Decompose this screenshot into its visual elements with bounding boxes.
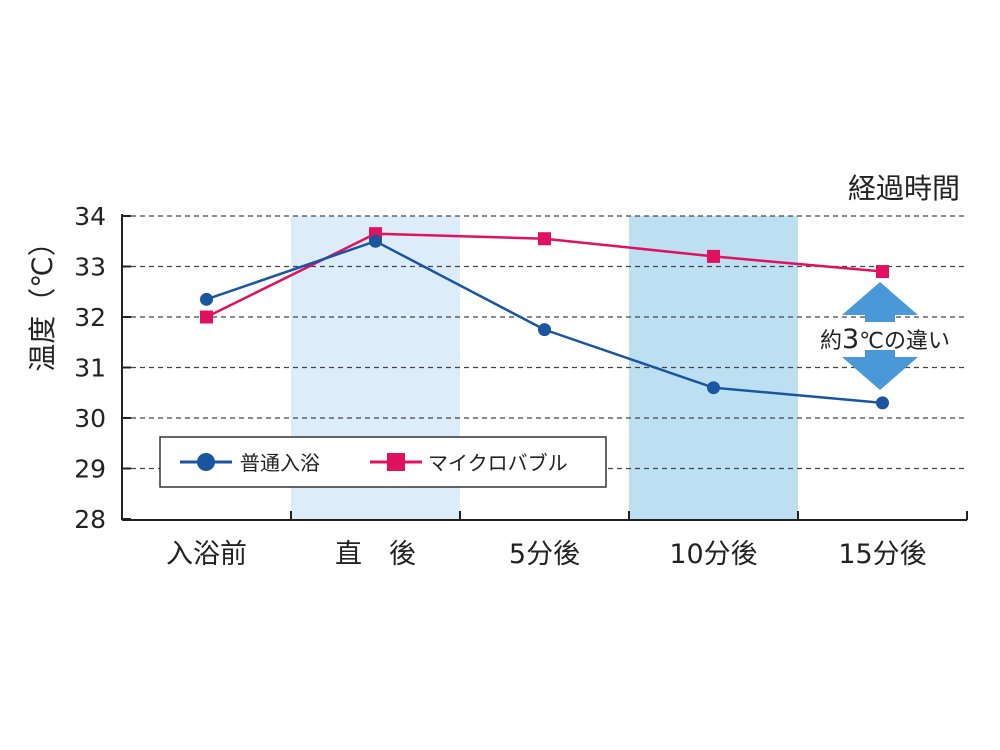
annotation-suffix: の違い xyxy=(884,329,950,354)
annotation-unit: ℃ xyxy=(859,329,884,354)
y-tick-label: 31 xyxy=(74,354,106,383)
down-arrow-icon xyxy=(842,350,918,390)
y-tick-label: 29 xyxy=(74,455,106,484)
legend-marker-circle xyxy=(197,453,215,471)
legend-marker-square xyxy=(387,453,405,471)
x-tick-label: 入浴前 xyxy=(166,539,247,570)
y-tick-label: 33 xyxy=(74,253,106,282)
legend: 普通入浴 マイクロバブル xyxy=(159,436,607,488)
data-point-1-4 xyxy=(876,265,889,279)
data-point-1-3 xyxy=(707,249,720,263)
data-point-0-0 xyxy=(200,292,213,306)
data-point-1-2 xyxy=(538,232,551,246)
x-tick-labels: 入浴前 直 後 5分後 10分後 15分後 xyxy=(121,511,968,570)
x-tick-label: 10分後 xyxy=(669,539,757,570)
y-tick-label: 28 xyxy=(74,505,106,534)
legend-label-0: 普通入浴 xyxy=(240,451,320,475)
series-0 xyxy=(200,234,889,410)
x-tick-label: 15分後 xyxy=(838,539,926,570)
legend-label-1: マイクロバブル xyxy=(428,451,568,475)
data-point-0-4 xyxy=(876,396,889,410)
y-tick-label: 34 xyxy=(74,202,106,231)
annotation-prefix: 約 xyxy=(820,329,842,354)
annotation-number: 3 xyxy=(842,324,859,355)
y-tick-label: 30 xyxy=(74,404,106,433)
difference-annotation: 約3℃の違い xyxy=(820,282,950,390)
data-point-0-1 xyxy=(369,234,382,248)
x-axis-label: 経過時間 xyxy=(848,172,960,205)
data-point-0-3 xyxy=(707,381,720,395)
annotation-text: 約3℃の違い xyxy=(820,324,950,355)
up-arrow-icon xyxy=(842,282,918,322)
data-point-0-2 xyxy=(538,323,551,337)
x-tick-label: 直 後 xyxy=(335,539,416,570)
x-tick-label: 5分後 xyxy=(509,539,580,570)
y-tick-label: 32 xyxy=(74,303,106,332)
y-axis-label: 温度（℃） xyxy=(26,228,59,371)
data-point-1-0 xyxy=(200,310,213,324)
y-tick-labels: 28 29 30 31 32 33 34 xyxy=(74,202,106,534)
axes xyxy=(121,214,967,521)
series-layer xyxy=(200,227,889,410)
